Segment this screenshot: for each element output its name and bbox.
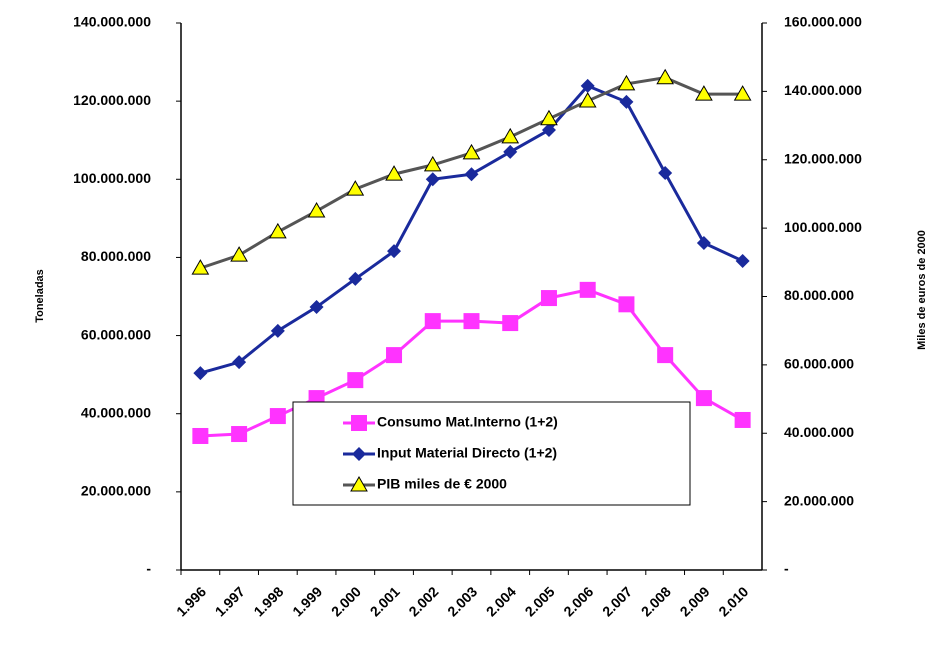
marker xyxy=(307,202,326,218)
marker xyxy=(540,290,557,307)
y-axis-title: Toneladas xyxy=(34,269,46,323)
marker xyxy=(540,109,558,126)
y-tick-label: 40.000.000 xyxy=(81,404,151,420)
marker xyxy=(733,85,752,101)
marker xyxy=(268,222,287,239)
marker xyxy=(387,244,402,259)
marker xyxy=(503,144,518,159)
legend-label: PIB miles de € 2000 xyxy=(377,476,507,492)
marker xyxy=(463,313,480,330)
marker xyxy=(232,355,247,370)
marker xyxy=(348,271,363,286)
x-tick-label: 2.003 xyxy=(444,583,480,619)
marker xyxy=(193,366,208,381)
y2-tick-label: 100.000.000 xyxy=(784,219,862,235)
y2-tick-label: 120.000.000 xyxy=(784,150,862,166)
y2-tick-label: 140.000.000 xyxy=(784,82,862,98)
x-tick-label: 1.999 xyxy=(289,583,325,619)
marker xyxy=(541,123,556,138)
marker xyxy=(618,296,635,313)
x-tick-label: 2.010 xyxy=(715,583,751,619)
marker xyxy=(656,68,675,85)
legend-label: Consumo Mat.Interno (1+2) xyxy=(377,414,558,430)
x-tick-label: 2.000 xyxy=(328,583,364,619)
marker xyxy=(347,372,364,389)
marker xyxy=(734,411,751,428)
marker xyxy=(501,127,520,144)
y-tick-label: 120.000.000 xyxy=(73,92,151,108)
marker xyxy=(191,259,210,275)
x-tick-label: 1.997 xyxy=(212,583,248,619)
marker xyxy=(657,347,674,364)
x-tick-label: 2.008 xyxy=(638,583,674,619)
y-tick-label: - xyxy=(146,561,151,577)
marker xyxy=(351,415,367,431)
marker xyxy=(695,390,712,407)
marker xyxy=(695,85,713,101)
marker xyxy=(658,166,673,181)
marker xyxy=(464,167,479,182)
x-tick-label: 2.004 xyxy=(483,583,519,619)
x-tick-label: 2.001 xyxy=(367,583,403,619)
y2-tick-label: - xyxy=(784,561,789,577)
marker xyxy=(350,475,368,492)
marker xyxy=(502,315,519,332)
x-tick-label: 2.006 xyxy=(560,583,596,619)
marker xyxy=(735,253,750,268)
marker xyxy=(462,143,481,160)
marker xyxy=(230,246,248,262)
marker xyxy=(619,94,634,109)
marker xyxy=(578,91,597,108)
legend-label: Input Material Directo (1+2) xyxy=(377,445,557,461)
y2-tick-label: 80.000.000 xyxy=(784,287,854,303)
x-tick-label: 1.996 xyxy=(173,583,209,619)
x-tick-label: 2.002 xyxy=(405,583,441,619)
y2-tick-label: 60.000.000 xyxy=(784,356,854,372)
marker xyxy=(580,78,595,93)
marker xyxy=(352,447,366,461)
y-tick-label: 100.000.000 xyxy=(73,170,151,186)
y2-axis-title: Miles de euros de 2000 xyxy=(916,230,928,350)
marker xyxy=(424,313,441,330)
y-tick-label: 60.000.000 xyxy=(81,326,151,342)
marker xyxy=(346,180,365,196)
marker xyxy=(696,235,711,250)
marker xyxy=(269,408,286,425)
marker xyxy=(385,165,403,181)
x-tick-label: 2.007 xyxy=(599,583,635,619)
x-tick-label: 2.009 xyxy=(677,583,713,619)
marker xyxy=(425,172,440,187)
y-tick-label: 140.000.000 xyxy=(73,14,151,30)
marker xyxy=(386,347,403,364)
y2-tick-label: 20.000.000 xyxy=(784,492,854,508)
x-tick-label: 1.998 xyxy=(250,583,286,619)
y2-tick-label: 40.000.000 xyxy=(784,424,854,440)
marker xyxy=(231,426,248,443)
y-tick-label: 80.000.000 xyxy=(81,248,151,264)
x-tick-label: 2.005 xyxy=(522,583,558,619)
marker xyxy=(192,427,209,444)
y2-tick-label: 160.000.000 xyxy=(784,14,862,30)
marker xyxy=(309,300,324,315)
y-tick-label: 20.000.000 xyxy=(81,483,151,499)
marker xyxy=(270,323,285,338)
marker xyxy=(617,74,636,91)
marker xyxy=(423,155,442,172)
marker xyxy=(579,281,596,298)
